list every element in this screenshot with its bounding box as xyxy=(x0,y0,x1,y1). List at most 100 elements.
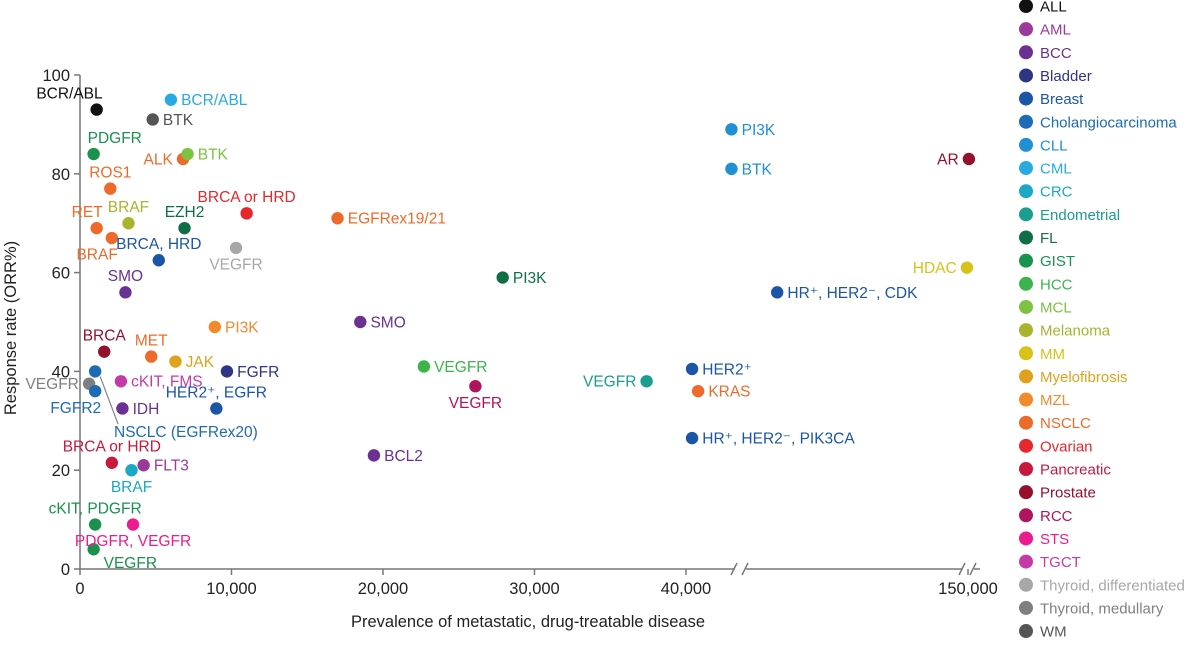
data-point xyxy=(88,518,102,531)
legend-label: MCL xyxy=(1040,299,1072,316)
data-point xyxy=(152,254,165,267)
x-tick-label: 40,000 xyxy=(661,580,711,598)
data-point xyxy=(685,362,699,376)
axis-break-mark xyxy=(958,562,966,576)
data-point xyxy=(137,459,150,472)
data-point xyxy=(105,231,119,245)
data-point xyxy=(469,380,482,393)
x-tick-label: 20,000 xyxy=(358,580,408,598)
data-point xyxy=(88,384,102,398)
data-point xyxy=(210,402,223,415)
point-label: NSCLC (EGFRex20) xyxy=(114,424,258,441)
legend-marker xyxy=(1019,253,1033,268)
data-point xyxy=(98,345,111,358)
point-label: MET xyxy=(135,332,168,349)
legend-label: GIST xyxy=(1040,253,1075,270)
point-label: PI3K xyxy=(742,122,776,139)
legend-marker xyxy=(1019,438,1033,453)
point-label: EGFRex19/21 xyxy=(348,211,446,228)
legend-label: MM xyxy=(1040,346,1065,363)
legend-marker xyxy=(1019,207,1033,222)
data-point xyxy=(685,431,699,445)
data-point xyxy=(164,93,178,106)
data-point xyxy=(87,543,100,556)
point-label: BRCA or HRD xyxy=(198,189,296,206)
legend-marker xyxy=(1019,577,1033,592)
data-point xyxy=(146,113,159,126)
data-point xyxy=(169,355,182,368)
point-label: BRAF xyxy=(108,199,149,216)
y-tick-label: 20 xyxy=(52,462,70,480)
legend-marker xyxy=(1019,462,1033,476)
legend-marker xyxy=(1019,137,1033,152)
legend-marker xyxy=(1019,114,1033,129)
data-point xyxy=(90,103,103,116)
legend-label: TGCT xyxy=(1040,554,1081,571)
point-label: HER2⁺ xyxy=(702,361,752,378)
point-label: VEGFR xyxy=(449,395,502,412)
point-label: KRAS xyxy=(708,384,750,401)
point-label: VEGFR xyxy=(209,257,262,274)
data-point xyxy=(126,518,140,531)
legend-marker xyxy=(1019,624,1033,639)
data-point xyxy=(122,217,135,230)
legend-marker xyxy=(1019,68,1033,83)
legend-marker xyxy=(1019,91,1033,106)
point-label: BCL2 xyxy=(384,448,423,465)
legend-label: Cholangiocarcinoma xyxy=(1040,114,1177,131)
x-tick-label: 0 xyxy=(75,580,84,598)
data-point xyxy=(354,315,367,329)
data-point xyxy=(691,384,705,398)
point-label: IDH xyxy=(133,401,160,418)
data-point xyxy=(417,360,431,373)
point-label: VEGFR xyxy=(104,555,157,572)
data-point xyxy=(90,221,103,235)
point-label: PI3K xyxy=(225,319,259,336)
legend-label: ALL xyxy=(1040,0,1067,16)
label-leader-line xyxy=(99,376,119,425)
legend-marker xyxy=(1019,45,1033,60)
data-point xyxy=(960,261,974,274)
point-label: FGFR xyxy=(237,364,279,381)
data-point xyxy=(87,147,100,161)
point-label: HDAC xyxy=(913,260,957,277)
legend-label: Ovarian xyxy=(1040,438,1093,455)
point-label: RET xyxy=(72,204,104,221)
legend-label: RCC xyxy=(1040,508,1073,525)
legend-label: BCC xyxy=(1040,45,1072,62)
data-point xyxy=(114,375,128,388)
legend-label: Prostate xyxy=(1040,485,1096,502)
y-axis-title: Response rate (ORR%) xyxy=(2,241,20,415)
legend-label: AML xyxy=(1040,22,1071,39)
legend-label: Pancreatic xyxy=(1040,462,1111,479)
legend-marker xyxy=(1019,415,1033,430)
data-points xyxy=(82,93,976,556)
data-point xyxy=(116,402,129,415)
data-point xyxy=(229,241,243,255)
legend-label: MZL xyxy=(1040,392,1070,409)
data-point xyxy=(962,152,976,166)
legend-label: HCC xyxy=(1040,276,1073,293)
y-tick-label: 80 xyxy=(52,166,70,184)
point-label: ROS1 xyxy=(89,164,131,181)
legend-label: Thyroid, medullary xyxy=(1040,600,1164,617)
data-point xyxy=(178,221,191,235)
legend-marker xyxy=(1019,22,1033,37)
point-label: HR⁺, HER2⁻, CDK xyxy=(787,285,918,302)
legend-label: Myelofibrosis xyxy=(1040,369,1128,386)
axis-break-mark xyxy=(741,562,749,576)
data-point xyxy=(240,207,253,220)
legend-label: Breast xyxy=(1040,91,1084,108)
point-label: BRCA xyxy=(83,327,127,344)
legend-label: FL xyxy=(1040,230,1058,247)
legend-marker xyxy=(1019,161,1033,176)
data-point xyxy=(725,123,738,136)
legend-label: CRC xyxy=(1040,184,1073,201)
legend-marker xyxy=(1019,230,1033,245)
point-label: FLT3 xyxy=(154,458,189,475)
point-label: JAK xyxy=(186,354,215,371)
point-label: BRCA or HRD xyxy=(63,439,161,456)
point-label: PDGFR, VEGFR xyxy=(75,533,191,550)
